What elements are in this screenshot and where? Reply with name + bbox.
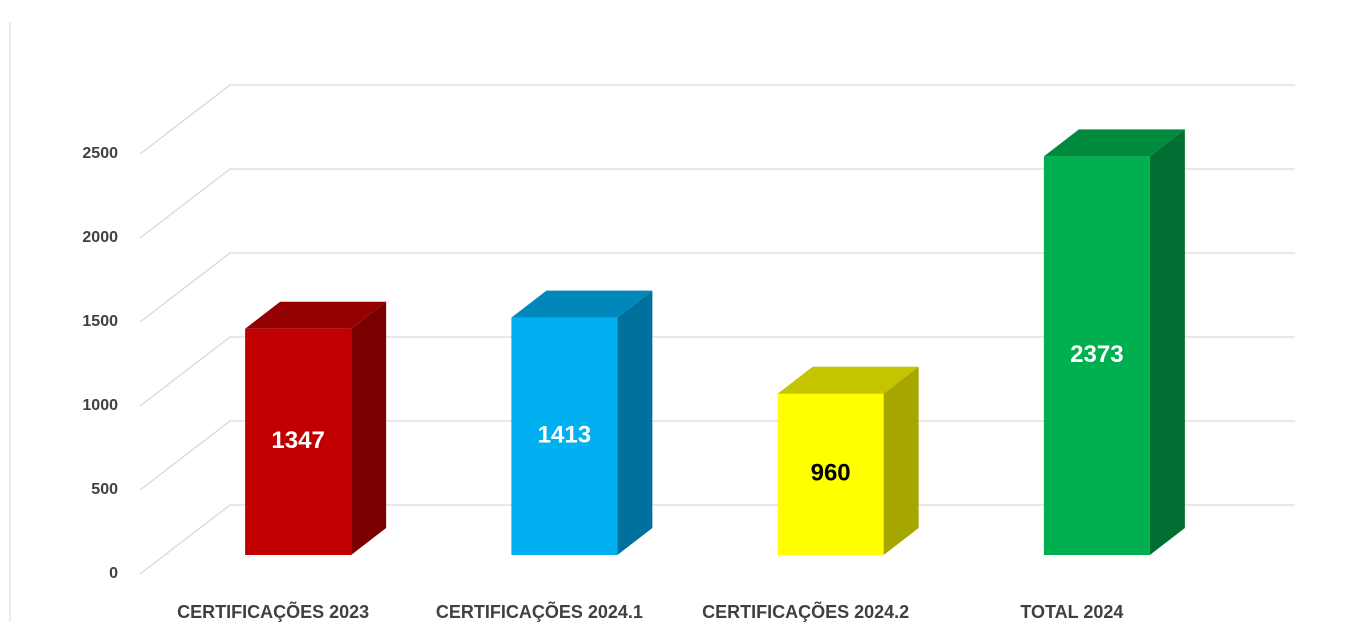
bar-front <box>511 317 618 555</box>
x-tick-label: CERTIFICAÇÕES 2024.2 <box>702 601 909 622</box>
grid-line-depth <box>139 336 231 407</box>
y-tick-label: 1000 <box>82 397 118 414</box>
y-tick-label: 0 <box>109 565 118 582</box>
grid-line-depth <box>139 504 231 575</box>
bar-top <box>1043 129 1185 157</box>
grid-line-depth <box>139 420 231 491</box>
grid-line-depth <box>139 84 231 155</box>
bar-front <box>777 393 884 555</box>
value-label: 2373 <box>1070 341 1123 368</box>
y-tick-label: 500 <box>91 481 118 498</box>
grid-line-depth <box>139 168 231 239</box>
bar-side <box>617 290 653 555</box>
x-tick-label: TOTAL 2024 <box>1020 602 1123 622</box>
y-tick-label: 2500 <box>82 145 118 162</box>
y-tick-label: 2000 <box>82 229 118 246</box>
bar-top <box>245 301 387 329</box>
bar-side <box>883 366 919 555</box>
bar-top <box>511 290 653 318</box>
value-label: 960 <box>811 460 851 487</box>
bar-side <box>1149 129 1185 555</box>
value-label: 1413 <box>538 422 591 449</box>
bar-top <box>777 366 919 394</box>
x-tick-label: CERTIFICAÇÕES 2023 <box>177 601 369 622</box>
value-label: 1347 <box>271 427 324 454</box>
grid-line-depth <box>139 252 231 323</box>
bar-front <box>1043 156 1150 555</box>
bar-front <box>245 328 352 555</box>
y-tick-label: 1500 <box>82 313 118 330</box>
x-tick-label: CERTIFICAÇÕES 2024.1 <box>436 601 643 622</box>
bar-side <box>351 301 387 555</box>
